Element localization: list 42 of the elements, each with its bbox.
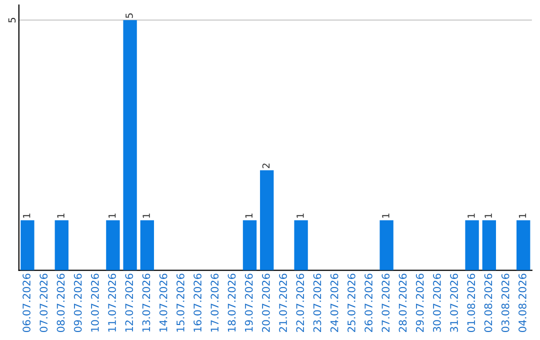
x-tick-label: 12.07.2026 (125, 274, 134, 332)
x-tick-label: 24.07.2026 (330, 274, 338, 332)
x-tick-label: 31.07.2026 (450, 274, 458, 332)
x-tick-label: 02.08.2026 (484, 274, 492, 332)
x-tick-label: 17.07.2026 (210, 274, 219, 332)
data-label: 1 (142, 214, 150, 218)
x-tick-label: 30.07.2026 (432, 274, 441, 332)
x-tick-label: 09.07.2026 (74, 274, 82, 332)
data-label: 1 (382, 214, 390, 218)
x-tick-label: 07.07.2026 (40, 274, 48, 332)
x-tick-label: 16.07.2026 (194, 274, 202, 332)
data-label: 1 (296, 214, 304, 218)
data-label: 1 (108, 214, 116, 218)
data-label: 1 (23, 214, 30, 218)
x-tick-label: 14.07.2026 (159, 274, 168, 332)
x-tick-label: 22.07.2026 (296, 274, 304, 332)
data-label: 1 (484, 214, 492, 218)
x-tick-label: 10.07.2026 (90, 274, 99, 332)
data-label: 2 (262, 164, 270, 168)
x-tick-label: 03.08.2026 (501, 274, 510, 332)
x-tick-label: 21.07.2026 (279, 274, 287, 332)
data-label: 1 (518, 214, 526, 218)
x-tick-label: 04.08.2026 (518, 274, 526, 332)
x-tick-label: 01.08.2026 (467, 274, 476, 332)
x-tick-label: 27.07.2026 (382, 274, 390, 332)
x-tick-label: 28.07.2026 (398, 274, 407, 332)
x-tick-label: 15.07.2026 (176, 274, 184, 332)
x-tick-label: 18.07.2026 (228, 274, 236, 332)
x-tick-label: 25.07.2026 (347, 274, 356, 332)
x-tick-label: 06.07.2026 (22, 274, 30, 332)
x-tick-label: 26.07.2026 (364, 274, 372, 332)
data-label: 1 (57, 214, 64, 218)
x-tick-label: 13.07.2026 (142, 274, 150, 332)
x-tick-label: 11.07.2026 (108, 274, 116, 332)
data-label: 1 (245, 214, 252, 218)
data-label: 1 (468, 214, 475, 218)
data-label: 5 (126, 13, 133, 18)
x-tick-label: 29.07.2026 (416, 274, 424, 332)
x-tick-label: 20.07.2026 (262, 274, 270, 332)
x-tick-label: 19.07.2026 (244, 274, 253, 332)
x-tick-label: 23.07.2026 (313, 274, 322, 332)
x-tick-label: 08.07.2026 (56, 274, 65, 332)
